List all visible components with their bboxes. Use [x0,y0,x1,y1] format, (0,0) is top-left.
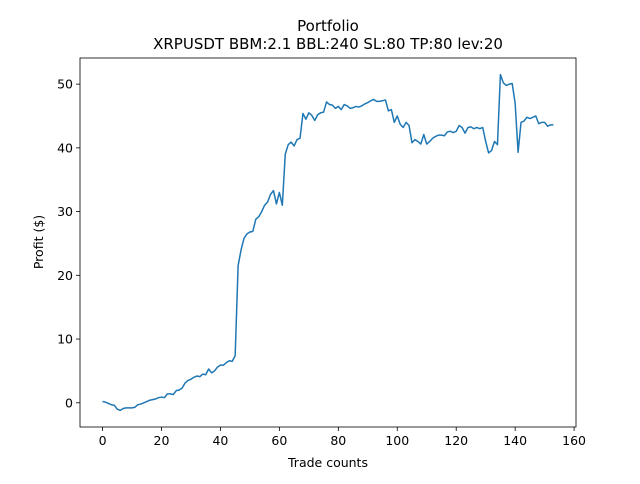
x-axis-label: Trade counts [287,455,368,470]
x-tick-label: 140 [503,433,527,448]
data-line [102,73,554,412]
chart-subtitle: XRPUSDT BBM:2.1 BBL:240 SL:80 TP:80 lev:… [153,35,503,53]
y-tick-label: 10 [57,332,73,347]
x-tick-label: 120 [444,433,468,448]
y-tick-label: 50 [57,77,73,92]
y-tick-label: 0 [65,395,73,410]
y-tick-label: 20 [57,268,73,283]
y-tick-label: 40 [57,140,73,155]
x-tick-label: 60 [271,433,287,448]
x-tick-label: 20 [154,433,170,448]
y-axis-label: Profit ($) [31,215,46,269]
x-tick-label: 160 [562,433,586,448]
plot-frame [79,57,577,428]
x-tick-label: 100 [385,433,409,448]
chart-title: Portfolio [297,17,359,35]
y-tick-label: 30 [57,204,73,219]
x-tick-label: 40 [212,433,228,448]
x-tick-label: 0 [99,433,107,448]
x-tick-label: 80 [330,433,346,448]
